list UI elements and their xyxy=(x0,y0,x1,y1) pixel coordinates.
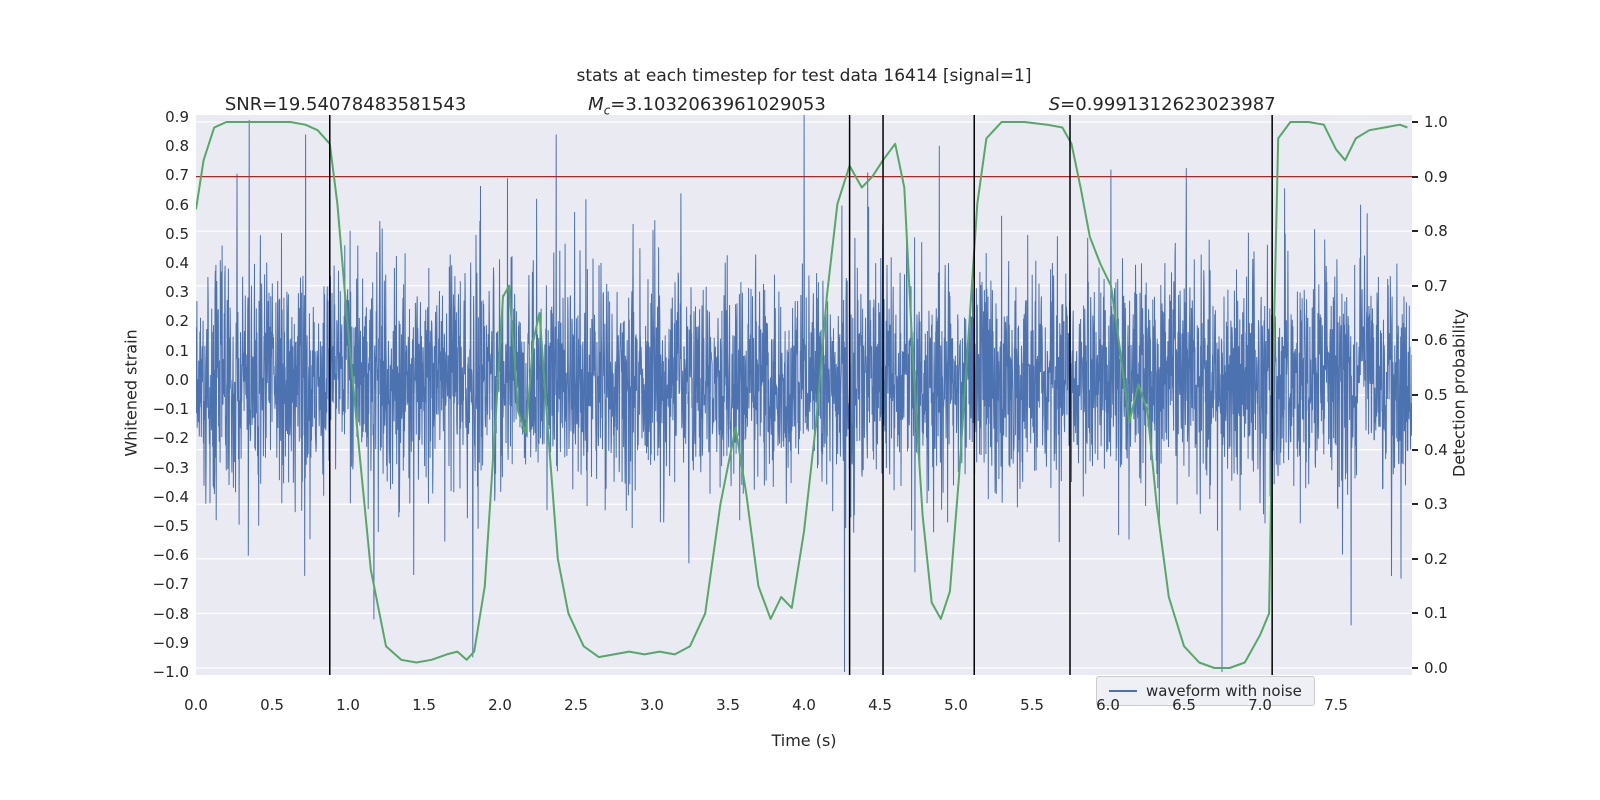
right-y-tick-mark xyxy=(1412,612,1418,615)
left-y-tick-label: −1.0 xyxy=(152,663,189,681)
left-y-tick-label: −0.4 xyxy=(152,487,189,506)
right-y-tick-label: 0.7 xyxy=(1424,276,1448,295)
right-y-tick-label: 0.3 xyxy=(1424,495,1448,514)
noise-waveform-path xyxy=(195,114,1413,673)
x-tick-label: 5.5 xyxy=(1020,696,1044,714)
x-tick-label: 2.5 xyxy=(564,696,588,714)
left-y-tick-label: −0.6 xyxy=(152,546,189,565)
right-y-tick-mark xyxy=(1412,448,1418,451)
x-axis-label: Time (s) xyxy=(771,731,837,750)
left-y-tick-label: 0.0 xyxy=(165,370,189,389)
left-y-tick-label: 0.8 xyxy=(165,137,189,156)
left-y-tick-label: 0.3 xyxy=(165,283,189,302)
x-tick-label: 0.5 xyxy=(260,696,284,714)
left-y-tick-label: 0.9 xyxy=(165,108,189,126)
left-y-tick-label: 0.7 xyxy=(165,166,189,185)
left-y-tick-label: 0.1 xyxy=(165,341,189,360)
right-y-tick-label: 0.4 xyxy=(1424,440,1448,459)
x-tick-label: 7.0 xyxy=(1248,696,1272,714)
annotation-snr-var: SNR xyxy=(224,94,263,115)
x-tick-label: 4.5 xyxy=(868,696,892,714)
right-y-tick-label: 0.8 xyxy=(1424,222,1448,241)
annotation-chirp-mass-var: M xyxy=(588,94,604,115)
x-tick-label: 2.0 xyxy=(488,696,512,714)
legend: waveform with noise xyxy=(1096,676,1315,706)
right-y-tick-label: 0.1 xyxy=(1424,604,1448,623)
left-y-tick-label: −0.7 xyxy=(152,575,189,594)
x-tick-label: 3.0 xyxy=(640,696,664,714)
detection-probability-path xyxy=(195,121,1408,669)
right-y-tick-label: 0.0 xyxy=(1424,659,1448,677)
x-tick-label: 6.0 xyxy=(1096,696,1120,714)
left-y-tick-label: −0.8 xyxy=(152,604,189,623)
right-y-tick-mark xyxy=(1412,121,1418,123)
right-y-tick-label: 1.0 xyxy=(1424,113,1448,131)
annotation-chirp-mass-value: =3.1032063961029053 xyxy=(610,94,826,115)
x-tick-label: 0.0 xyxy=(184,696,208,714)
right-y-tick-label: 0.6 xyxy=(1424,331,1448,350)
x-tick-label: 3.5 xyxy=(716,696,740,714)
legend-line-sample-icon xyxy=(1109,690,1137,692)
left-y-tick-label: −0.1 xyxy=(152,400,189,419)
right-y-tick-label: 0.9 xyxy=(1424,167,1448,186)
annotation-chirp-mass: Mc=3.1032063961029053 xyxy=(588,94,826,118)
left-y-tick-label: 0.2 xyxy=(165,312,189,331)
left-y-tick-label: 0.6 xyxy=(165,195,189,214)
x-tick-label: 6.5 xyxy=(1172,696,1196,714)
right-y-tick-mark xyxy=(1412,339,1418,342)
x-tick-label: 1.5 xyxy=(412,696,436,714)
left-y-tick-label: −0.3 xyxy=(152,458,189,477)
annotation-snr-value: =19.54078483581543 xyxy=(262,94,467,115)
right-y-tick-mark xyxy=(1412,557,1418,560)
right-y-tick-mark xyxy=(1412,284,1418,287)
annotation-s-stat-var: S xyxy=(1048,94,1061,115)
right-y-tick-mark xyxy=(1412,667,1418,669)
right-y-tick-label: 0.2 xyxy=(1424,549,1448,568)
right-y-tick-mark xyxy=(1412,230,1418,233)
right-y-tick-mark xyxy=(1412,503,1418,506)
x-tick-label: 1.0 xyxy=(336,696,360,714)
right-y-tick-mark xyxy=(1412,394,1418,396)
x-tick-label: 7.5 xyxy=(1324,696,1348,714)
left-y-tick-label: −0.5 xyxy=(152,516,189,535)
annotation-chirp-mass-sub: c xyxy=(603,103,611,118)
chart-title: stats at each timestep for test data 164… xyxy=(576,66,1032,86)
left-y-tick-label: −0.9 xyxy=(152,633,189,652)
right-y-tick-label: 0.5 xyxy=(1424,386,1448,404)
x-tick-label: 4.0 xyxy=(792,696,816,714)
x-tick-label: 5.0 xyxy=(944,696,968,714)
left-y-tick-label: 0.5 xyxy=(165,224,189,243)
left-y-tick-label: −0.2 xyxy=(152,429,189,448)
annotation-snr: SNR=19.54078483581543 xyxy=(225,94,466,116)
annotation-s-stat: S=0.9991312623023987 xyxy=(1049,94,1276,116)
annotation-s-stat-value: =0.9991312623023987 xyxy=(1060,94,1276,115)
left-y-tick-label: 0.4 xyxy=(165,254,189,273)
legend-label: waveform with noise xyxy=(1146,682,1302,700)
plot-canvas xyxy=(195,114,1413,675)
right-y-tick-mark xyxy=(1412,175,1418,178)
